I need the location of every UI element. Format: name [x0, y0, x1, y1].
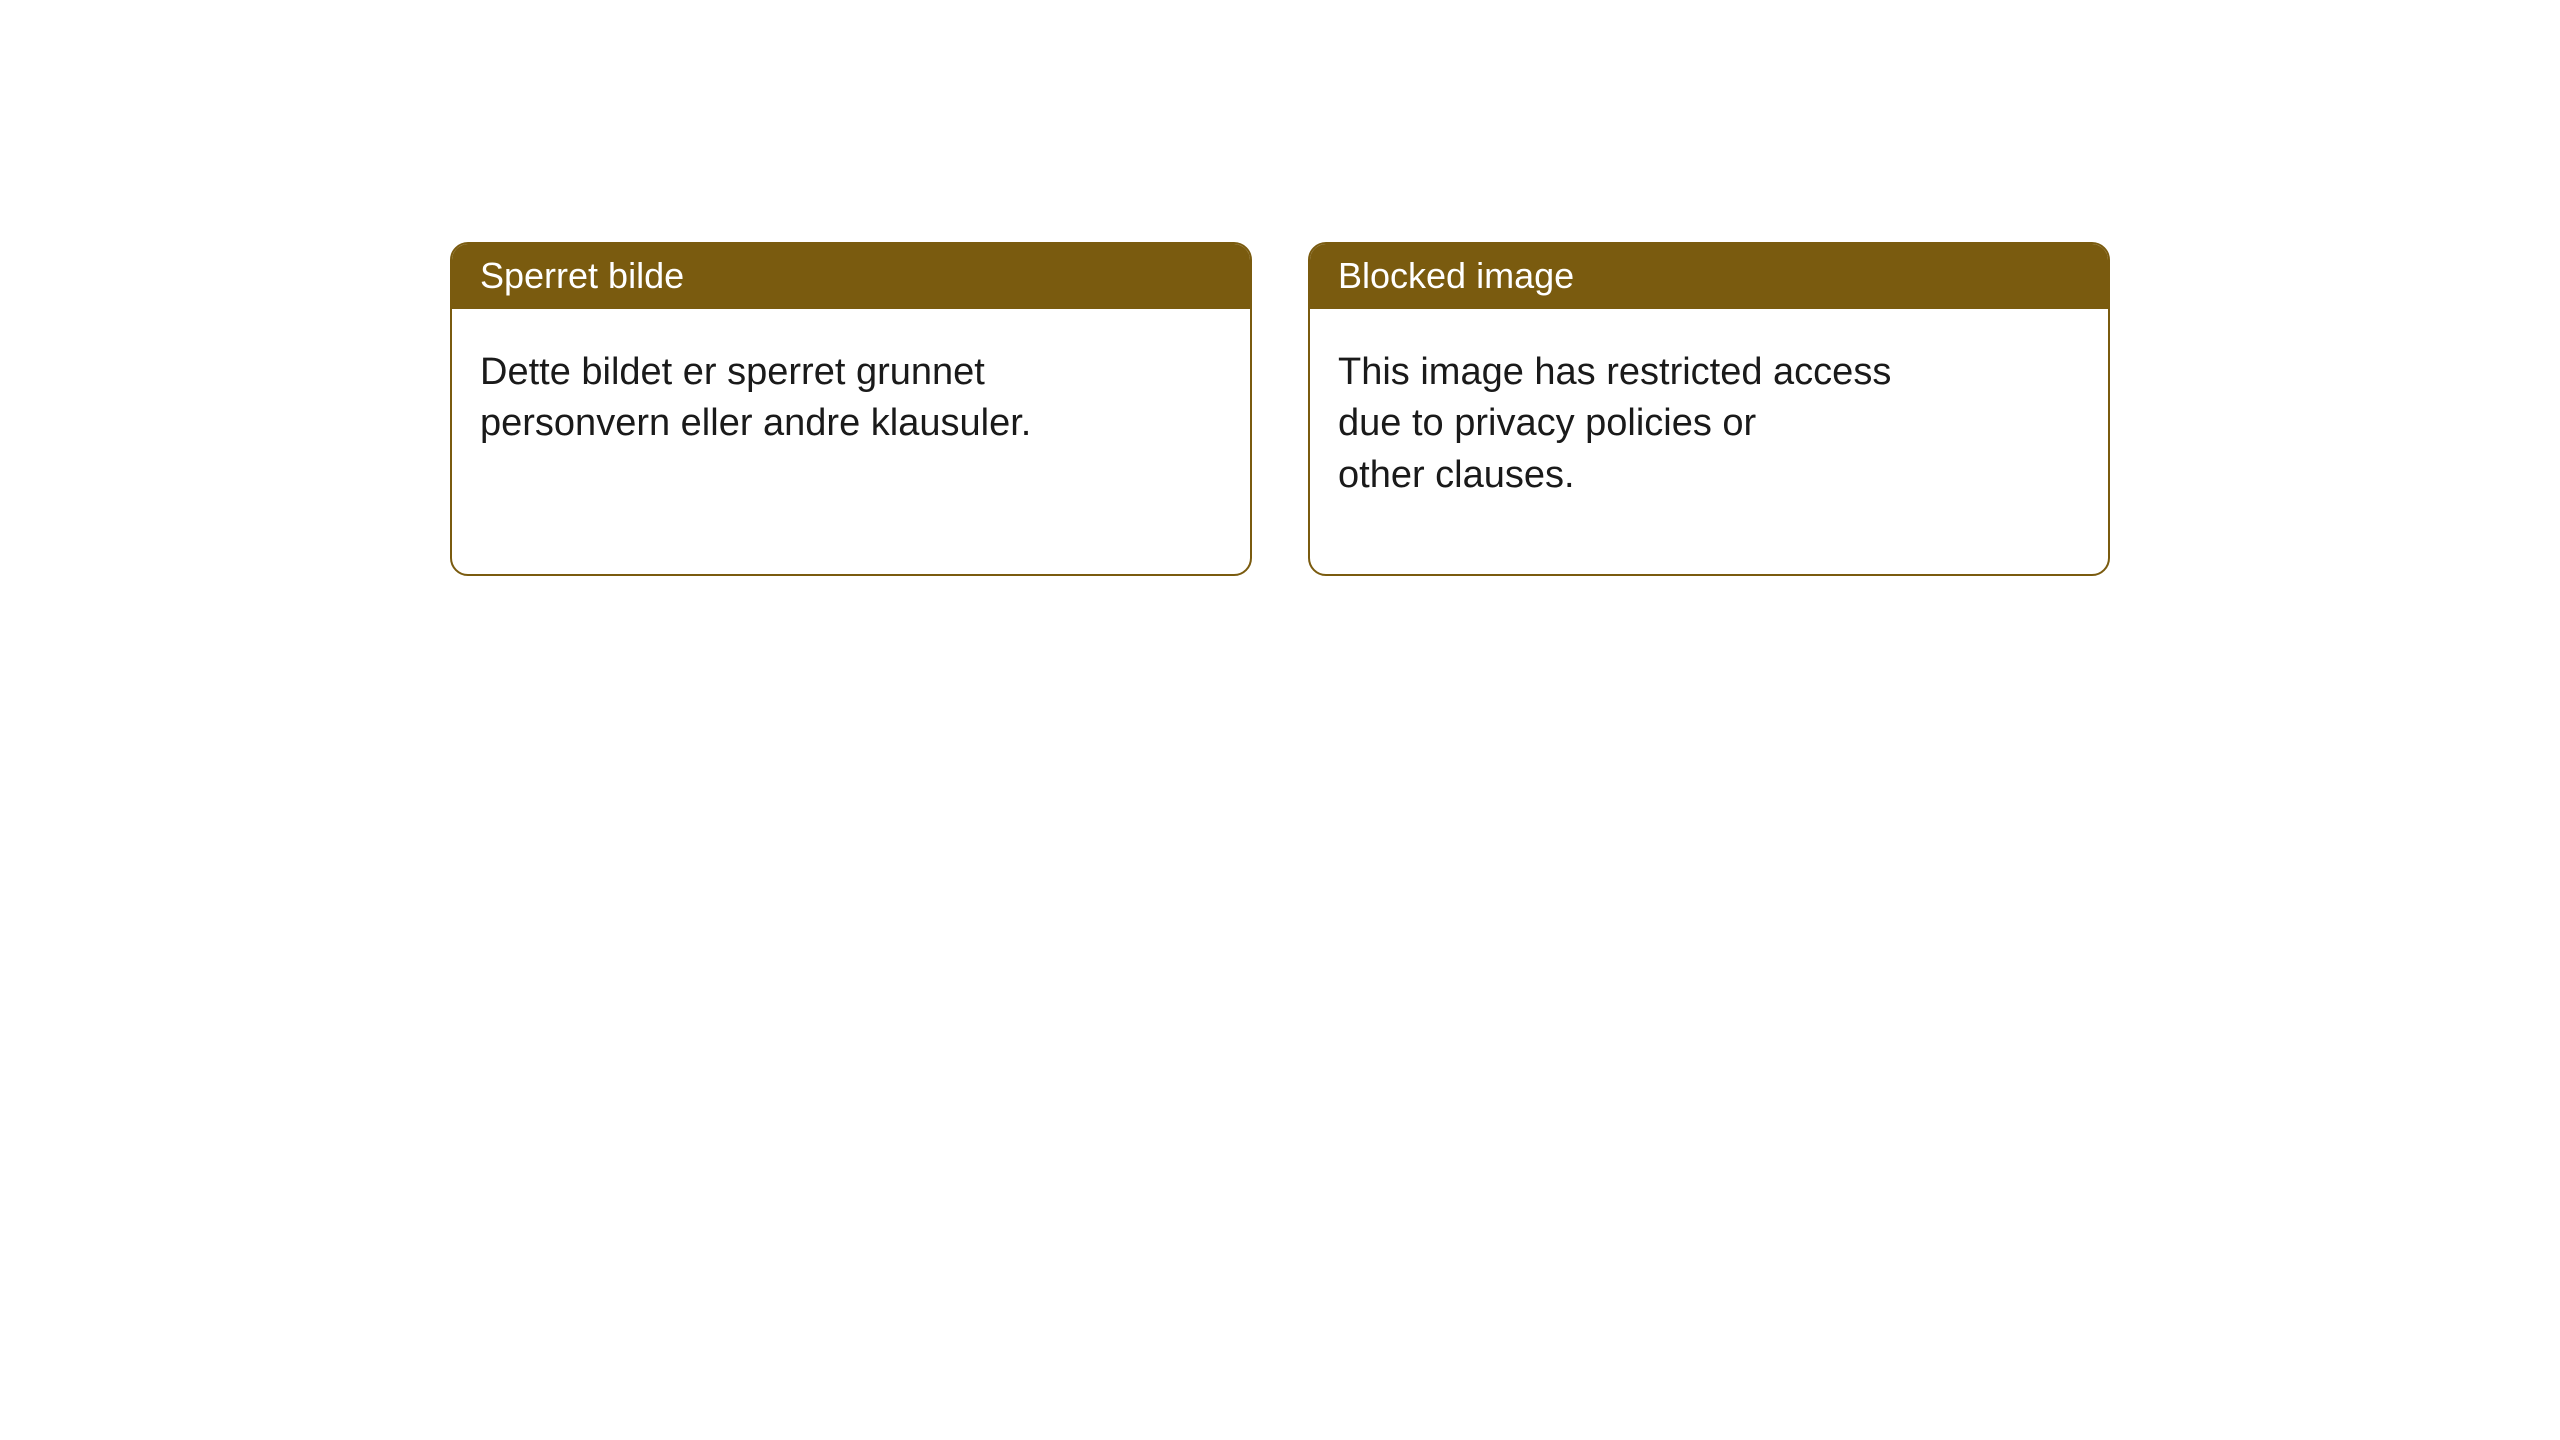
notice-title: Blocked image	[1310, 244, 2108, 309]
notice-body: This image has restricted access due to …	[1310, 309, 2108, 529]
notice-card-english: Blocked image This image has restricted …	[1308, 242, 2110, 576]
notice-container: Sperret bilde Dette bildet er sperret gr…	[0, 0, 2560, 576]
notice-title: Sperret bilde	[452, 244, 1250, 309]
notice-card-norwegian: Sperret bilde Dette bildet er sperret gr…	[450, 242, 1252, 576]
notice-body: Dette bildet er sperret grunnet personve…	[452, 309, 1250, 478]
